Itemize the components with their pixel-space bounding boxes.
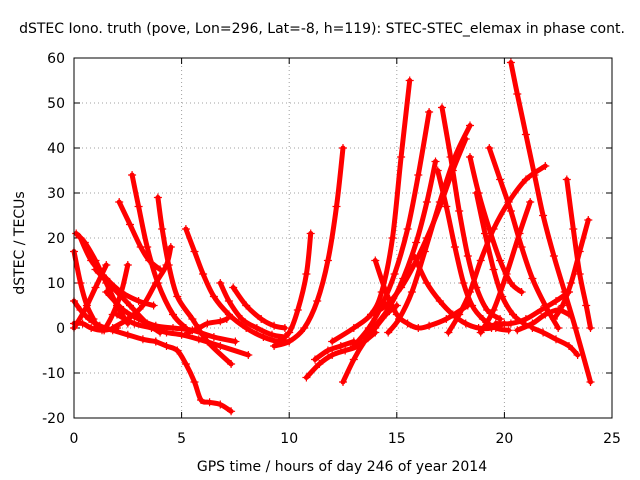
- data-point-markers: [184, 315, 231, 337]
- series-arc15: [113, 310, 253, 359]
- x-tick-label: 25: [603, 431, 621, 447]
- series-arc33: [438, 103, 505, 323]
- y-tick-label: 30: [47, 186, 65, 202]
- series-arc27: [360, 157, 440, 341]
- series-arc17: [184, 315, 231, 337]
- data-point-markers: [349, 108, 434, 350]
- series-arc02: [151, 337, 236, 416]
- series-arc29: [371, 256, 472, 332]
- x-tick-label: 0: [70, 431, 79, 447]
- y-tick-label: 20: [47, 231, 65, 247]
- series-line: [372, 258, 471, 331]
- series-arc21: [270, 144, 347, 350]
- series-arc13: [102, 288, 240, 346]
- data-point-markers: [270, 144, 347, 350]
- y-tick-label: -10: [42, 366, 65, 382]
- plot-frame: [73, 57, 613, 419]
- series-line: [312, 339, 357, 362]
- x-tick-label: 15: [388, 431, 406, 447]
- y-tick-label: 10: [47, 276, 65, 292]
- series-arc30: [384, 121, 474, 337]
- data-point-markers: [472, 189, 528, 328]
- data-point-markers: [438, 103, 505, 323]
- y-tick-label: 0: [56, 321, 65, 337]
- series-arc35: [466, 153, 526, 296]
- series-arc38: [476, 198, 535, 337]
- data-point-markers: [384, 121, 474, 337]
- data-point-markers: [311, 337, 358, 364]
- y-tick-label: 60: [47, 51, 65, 67]
- data-point-markers: [229, 283, 289, 332]
- data-point-markers: [528, 324, 582, 359]
- series-arc26: [349, 108, 434, 350]
- series-arc19: [229, 283, 289, 332]
- x-tick-label: 20: [495, 431, 513, 447]
- data-point-markers: [151, 337, 236, 416]
- series-line: [129, 172, 189, 331]
- chart-title: dSTEC Iono. truth (pove, Lon=296, Lat=-8…: [19, 21, 625, 37]
- data-layer: [70, 58, 595, 416]
- data-point-markers: [549, 216, 593, 323]
- series-line: [467, 154, 525, 295]
- series-arc23: [311, 337, 358, 364]
- data-point-markers: [371, 256, 472, 332]
- y-axis-title: dSTEC / TECUs: [12, 191, 28, 294]
- data-point-markers: [476, 198, 535, 337]
- series-arc42: [528, 324, 582, 359]
- y-tick-label: -20: [42, 411, 65, 427]
- data-point-markers: [562, 175, 595, 332]
- data-point-markers: [433, 166, 513, 335]
- y-tick-label: 50: [47, 96, 65, 112]
- x-tick-label: 5: [177, 431, 186, 447]
- data-point-markers: [113, 310, 253, 359]
- series-arc36: [472, 189, 528, 328]
- series-arc44: [562, 175, 595, 332]
- series-arc43: [549, 216, 593, 323]
- series-arc39: [506, 58, 595, 386]
- x-tick-label: 10: [280, 431, 298, 447]
- data-point-markers: [274, 229, 315, 346]
- y-tick-label: 40: [47, 141, 65, 157]
- series-arc20: [274, 229, 315, 346]
- data-point-markers: [302, 328, 380, 382]
- x-axis-title: GPS time / hours of day 246 of year 2014: [197, 459, 487, 475]
- series-line: [473, 190, 527, 326]
